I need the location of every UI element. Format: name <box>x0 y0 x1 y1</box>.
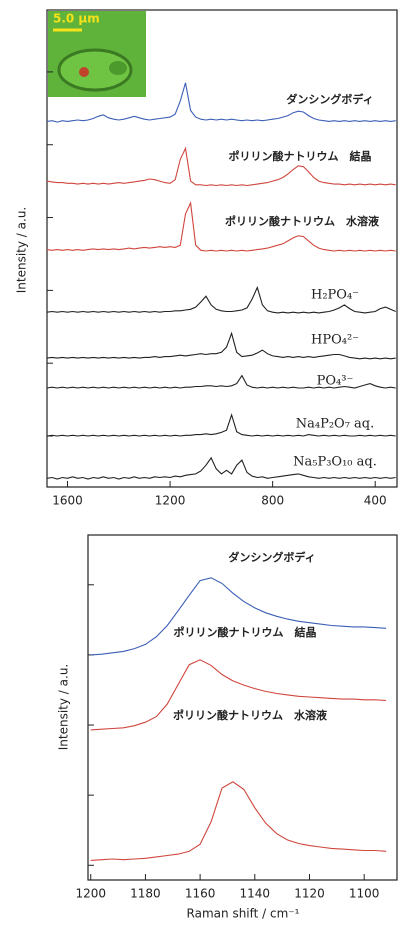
x-tick-label: 1600 <box>52 494 83 508</box>
scale-label: 5.0 μm <box>53 12 100 26</box>
series-label: HPO₄²⁻ <box>311 333 359 348</box>
spectrum-line <box>46 456 396 480</box>
x-tick-label: 1200 <box>75 887 106 901</box>
spectrum-line <box>46 413 396 437</box>
spectrum-line <box>46 285 396 314</box>
spectrum-line <box>46 374 396 389</box>
series-label: ダンシングボディ <box>228 550 315 564</box>
y-axis-label: Intensity / a.u. <box>15 207 29 294</box>
spectrum-line <box>46 82 396 123</box>
plot-frame <box>46 9 398 488</box>
x-tick-label: 1180 <box>130 887 161 901</box>
spectrum-line <box>46 201 396 252</box>
series-label: ポリリン酸ナトリウム 水溶液 <box>173 708 328 722</box>
spectrum-line <box>46 331 396 360</box>
spectrum-line <box>90 781 387 861</box>
series-label: H₂PO₄⁻ <box>311 288 359 303</box>
x-tick-label: 1160 <box>185 887 216 901</box>
series-label: ポリリン酸ナトリウム 水溶液 <box>225 214 380 228</box>
x-tick-label: 800 <box>261 494 284 508</box>
micrograph <box>48 11 146 97</box>
spectrum-line <box>90 659 387 731</box>
series-label: Na₄P₂O₇ aq. <box>296 417 375 432</box>
series-label: ダンシングボディ <box>286 92 373 106</box>
x-tick-label: 1100 <box>349 887 380 901</box>
x-tick-label: 1140 <box>240 887 271 901</box>
series-label: Na₅P₃O₁₀ aq. <box>293 455 377 470</box>
series-label: ポリリン酸ナトリウム 結晶 <box>174 625 317 639</box>
y-axis-label: Intensity / a.u. <box>57 664 71 751</box>
spectrum-line <box>46 146 396 187</box>
x-axis-label: Raman shift / cm⁻¹ <box>187 907 300 921</box>
series-label: PO₄³⁻ <box>317 374 354 389</box>
spectrum-line <box>90 577 387 656</box>
x-tick-label: 1120 <box>294 887 325 901</box>
plot-frame <box>87 534 398 881</box>
series-label: ポリリン酸ナトリウム 結晶 <box>229 149 372 163</box>
x-tick-label: 400 <box>364 494 387 508</box>
x-tick-label: 1200 <box>155 494 186 508</box>
